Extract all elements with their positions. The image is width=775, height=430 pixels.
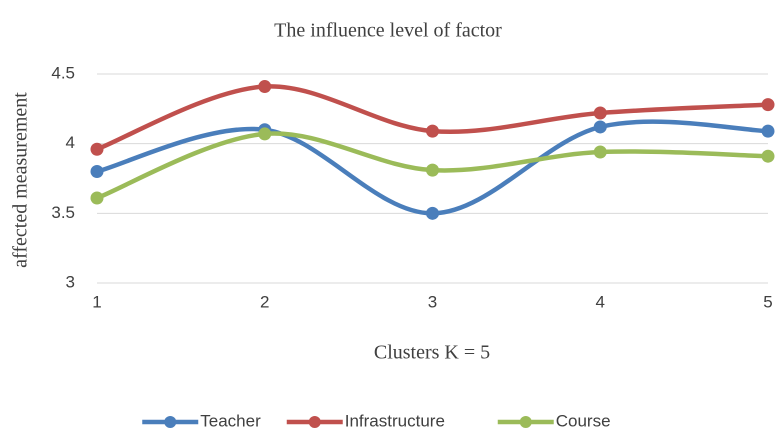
x-tick-label: 4	[596, 292, 605, 311]
series-line	[94, 84, 771, 152]
data-point	[593, 145, 607, 159]
x-tick-label: 1	[92, 292, 101, 311]
legend-label: Teacher	[200, 411, 261, 430]
legend-label: Course	[556, 411, 611, 430]
x-tick-label: 5	[763, 292, 772, 311]
chart-title: The influence level of factor	[274, 20, 502, 42]
data-point	[258, 127, 272, 141]
data-point	[90, 165, 104, 179]
data-point	[426, 124, 439, 138]
x-axis-label: Clusters K = 5	[374, 342, 490, 364]
data-point	[426, 206, 439, 220]
data-point	[593, 106, 607, 120]
legend-label: Infrastructure	[345, 411, 445, 430]
y-tick-label: 4	[66, 133, 75, 152]
data-point	[426, 163, 439, 177]
data-point	[761, 124, 775, 138]
data-point	[761, 149, 775, 163]
x-tick-label: 3	[428, 292, 437, 311]
y-tick-label: 4.5	[51, 63, 75, 82]
data-point	[761, 98, 775, 112]
y-axis-label: affected measurement	[10, 92, 32, 268]
legend-marker	[308, 416, 321, 428]
data-point	[593, 120, 607, 134]
y-tick-label: 3	[66, 272, 75, 291]
data-point	[258, 80, 272, 94]
y-tick-label: 3.5	[51, 203, 75, 222]
legend-marker	[164, 416, 177, 428]
data-point	[90, 191, 104, 205]
legend-marker	[519, 416, 532, 428]
x-tick-label: 2	[260, 292, 269, 311]
data-point	[90, 142, 104, 156]
